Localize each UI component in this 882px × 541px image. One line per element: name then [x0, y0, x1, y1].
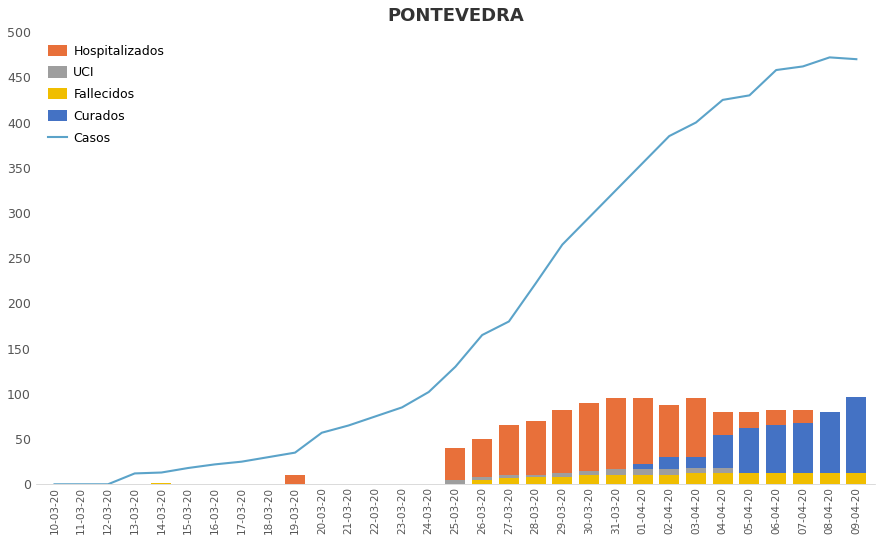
- Bar: [847, 397, 866, 484]
- Bar: [445, 480, 466, 484]
- Bar: [713, 473, 733, 484]
- Bar: [819, 430, 840, 484]
- Bar: [659, 457, 679, 484]
- Bar: [472, 483, 492, 484]
- Casos: [610, 187, 621, 194]
- Casos: [317, 430, 327, 436]
- Bar: [285, 475, 305, 484]
- Bar: [739, 428, 759, 484]
- Bar: [766, 425, 786, 484]
- Bar: [606, 469, 626, 484]
- Bar: [659, 475, 679, 484]
- Bar: [847, 473, 866, 484]
- Bar: [606, 475, 626, 484]
- Casos: [530, 280, 541, 287]
- Bar: [552, 472, 572, 484]
- Bar: [552, 410, 572, 484]
- Casos: [370, 413, 380, 420]
- Bar: [579, 475, 599, 484]
- Bar: [606, 471, 626, 484]
- Bar: [766, 473, 786, 484]
- Bar: [579, 471, 599, 484]
- Casos: [290, 450, 301, 456]
- Bar: [499, 425, 519, 484]
- Casos: [236, 458, 247, 465]
- Bar: [793, 475, 813, 484]
- Casos: [423, 389, 434, 395]
- Casos: [557, 241, 568, 248]
- Bar: [739, 473, 759, 484]
- Bar: [686, 457, 706, 484]
- Bar: [819, 473, 840, 484]
- Bar: [526, 421, 546, 484]
- Bar: [847, 473, 866, 484]
- Casos: [156, 469, 167, 476]
- Casos: [102, 481, 113, 487]
- Bar: [152, 483, 171, 484]
- Legend: Hospitalizados, UCI, Fallecidos, Curados, Casos: Hospitalizados, UCI, Fallecidos, Curados…: [42, 38, 170, 151]
- Casos: [744, 92, 755, 98]
- Casos: [210, 461, 220, 467]
- Bar: [445, 448, 466, 484]
- Bar: [659, 405, 679, 484]
- Bar: [739, 412, 759, 484]
- Casos: [717, 97, 728, 103]
- Bar: [793, 410, 813, 484]
- Casos: [49, 481, 60, 487]
- Casos: [183, 465, 193, 471]
- Casos: [504, 318, 514, 325]
- Bar: [526, 475, 546, 484]
- Bar: [819, 412, 840, 484]
- Bar: [793, 473, 813, 484]
- Bar: [632, 475, 653, 484]
- Bar: [632, 464, 653, 484]
- Bar: [472, 480, 492, 484]
- Bar: [847, 430, 866, 484]
- Casos: [477, 332, 488, 338]
- Bar: [445, 483, 466, 484]
- Line: Casos: Casos: [55, 57, 856, 484]
- Casos: [771, 67, 781, 73]
- Bar: [499, 475, 519, 484]
- Bar: [739, 473, 759, 484]
- Casos: [664, 133, 675, 140]
- Casos: [797, 63, 808, 70]
- Bar: [472, 477, 492, 484]
- Casos: [584, 214, 594, 221]
- Bar: [526, 481, 546, 484]
- Bar: [632, 469, 653, 484]
- Bar: [793, 423, 813, 484]
- Casos: [343, 422, 354, 428]
- Bar: [472, 439, 492, 484]
- Casos: [637, 160, 647, 167]
- Bar: [766, 473, 786, 484]
- Casos: [130, 470, 140, 477]
- Bar: [686, 468, 706, 484]
- Bar: [686, 473, 706, 484]
- Bar: [632, 398, 653, 484]
- Casos: [825, 54, 835, 61]
- Bar: [579, 403, 599, 484]
- Casos: [397, 404, 407, 411]
- Casos: [450, 364, 460, 370]
- Casos: [76, 481, 86, 487]
- Bar: [819, 473, 840, 484]
- Bar: [499, 481, 519, 484]
- Bar: [659, 469, 679, 484]
- Casos: [263, 454, 273, 460]
- Bar: [713, 434, 733, 484]
- Bar: [499, 478, 519, 484]
- Bar: [686, 398, 706, 484]
- Casos: [691, 119, 701, 126]
- Bar: [552, 477, 572, 484]
- Casos: [851, 56, 862, 62]
- Bar: [606, 398, 626, 484]
- Bar: [526, 477, 546, 484]
- Bar: [713, 468, 733, 484]
- Bar: [766, 410, 786, 484]
- Bar: [579, 475, 599, 484]
- Bar: [713, 412, 733, 484]
- Bar: [552, 477, 572, 484]
- Title: PONTEVEDRA: PONTEVEDRA: [387, 7, 524, 25]
